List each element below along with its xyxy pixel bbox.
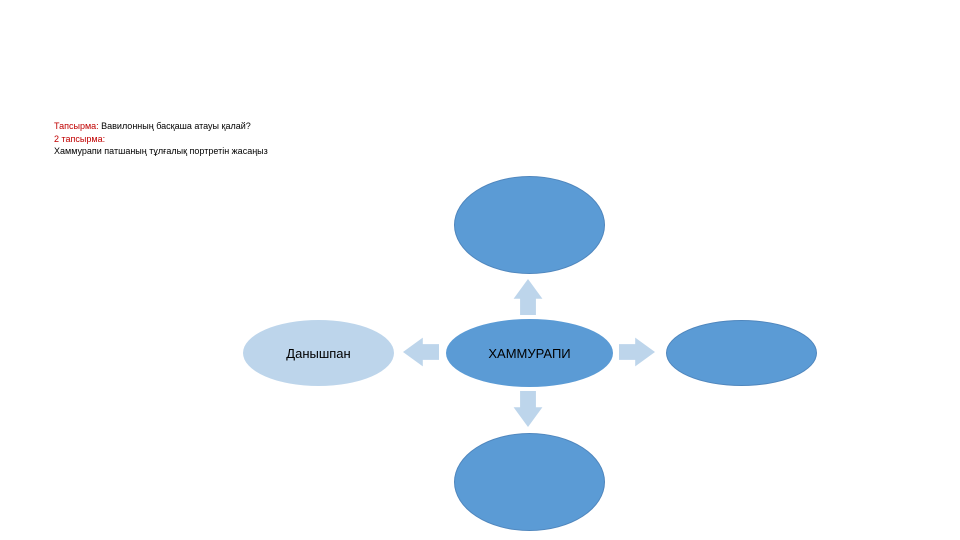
node-center-label: ХАММУРАПИ xyxy=(488,346,570,361)
node-top xyxy=(454,176,605,274)
diagram-canvas: Данышпан ХАММУРАПИ xyxy=(0,0,960,540)
node-bottom xyxy=(454,433,605,531)
node-center: ХАММУРАПИ xyxy=(446,319,613,387)
arrow-down-icon xyxy=(510,391,546,427)
arrow-up-icon xyxy=(510,279,546,315)
arrow-left-icon xyxy=(403,334,439,370)
node-left-label: Данышпан xyxy=(286,346,350,361)
node-right xyxy=(666,320,817,386)
arrow-right-icon xyxy=(619,334,655,370)
node-left: Данышпан xyxy=(243,320,394,386)
